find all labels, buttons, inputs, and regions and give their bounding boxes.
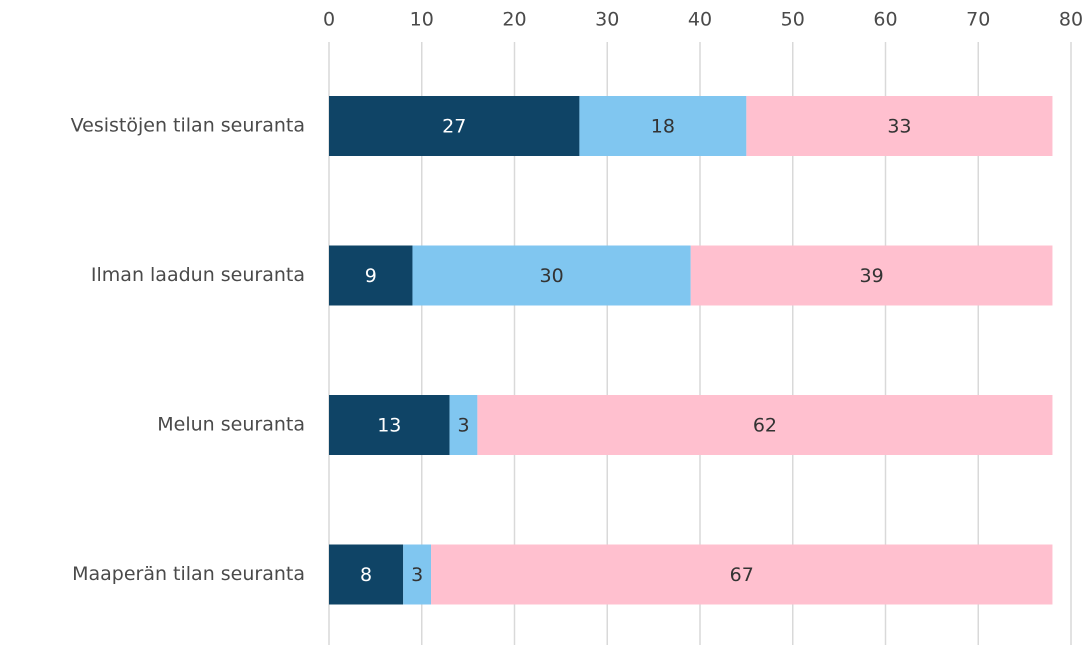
bar-segment <box>412 245 691 306</box>
bar-segment <box>579 96 747 156</box>
data-label: 30 <box>540 265 564 287</box>
y-tick-label: Vesistöjen tilan seuranta <box>71 115 305 137</box>
data-label: 67 <box>730 564 754 586</box>
bar-segment <box>403 544 432 605</box>
data-label: 62 <box>753 415 777 437</box>
data-label: 3 <box>411 564 423 586</box>
data-label: 8 <box>360 564 372 586</box>
bar-segment <box>431 544 1053 605</box>
x-tick-label: 50 <box>781 9 805 31</box>
bar-segment <box>329 544 404 605</box>
y-tick-label: Ilman laadun seuranta <box>91 264 305 286</box>
data-label: 13 <box>377 415 401 437</box>
y-tick-label: Melun seuranta <box>157 414 305 436</box>
bar-segment <box>329 395 450 455</box>
data-label: 27 <box>442 116 466 138</box>
x-tick-label: 70 <box>966 9 990 31</box>
bar-segment <box>746 96 1053 156</box>
bar-segment <box>329 96 580 156</box>
data-label: 33 <box>887 116 911 138</box>
x-tick-label: 80 <box>1059 9 1083 31</box>
data-label: 3 <box>457 415 469 437</box>
data-label: 39 <box>859 265 883 287</box>
bar-segment <box>690 245 1053 306</box>
x-tick-label: 10 <box>410 9 434 31</box>
data-label: 18 <box>651 116 675 138</box>
bar-segment <box>477 395 1053 455</box>
bar-segment <box>449 395 478 455</box>
x-tick-label: 20 <box>502 9 526 31</box>
x-tick-label: 40 <box>688 9 712 31</box>
x-tick-label: 60 <box>873 9 897 31</box>
y-tick-label: Maaperän tilan seuranta <box>72 563 305 585</box>
data-label: 9 <box>365 265 377 287</box>
bar-segment <box>329 245 413 306</box>
x-tick-label: 0 <box>323 9 335 31</box>
x-tick-label: 30 <box>595 9 619 31</box>
